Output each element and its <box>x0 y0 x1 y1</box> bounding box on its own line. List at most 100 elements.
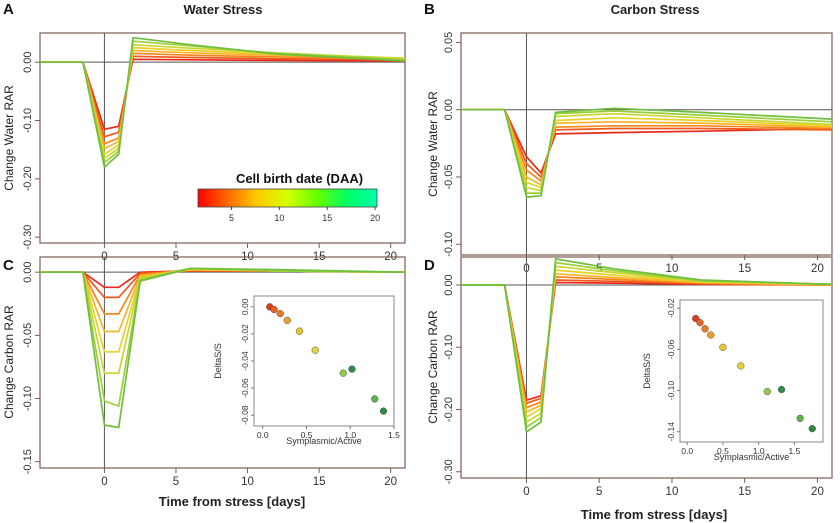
panel-letter: D <box>424 257 435 274</box>
y-tick-label: -0.05 <box>22 323 34 348</box>
y-tick-label: 0.00 <box>22 261 34 282</box>
y-tick-label: -0.30 <box>443 459 455 484</box>
y-tick-label: -0.15 <box>22 449 34 474</box>
y-tick-label: 0.00 <box>22 51 34 72</box>
inset-point <box>371 395 379 403</box>
colorbar-title: Cell birth date (DAA) <box>236 171 363 186</box>
colorbar-tick-label: 20 <box>370 213 380 223</box>
x-tick-label: 15 <box>738 263 751 275</box>
shared-x-axis-label-right: Time from stress [days] <box>581 507 727 522</box>
inset-point <box>719 343 727 351</box>
colorbar-tick-label: 10 <box>274 213 284 223</box>
panel-a: 0.00-0.10-0.20-0.3005101520AWater Stress… <box>2 1 406 263</box>
inset-point <box>295 327 304 335</box>
inset-point <box>701 325 709 333</box>
inset-point <box>348 365 356 373</box>
x-tick-label: 20 <box>811 263 824 275</box>
inset-x-tick-label: 1.0 <box>753 446 765 456</box>
plot-frame <box>460 32 833 256</box>
inset-y-tick-label: -0.14 <box>666 422 676 442</box>
y-axis-label: Change Carbon RAR <box>426 310 440 424</box>
y-tick-label: -0.10 <box>443 335 455 360</box>
inset-y-tick-label: -0.10 <box>666 381 676 401</box>
inset-point <box>777 385 786 394</box>
inset-y-tick-label: -0.04 <box>240 351 250 371</box>
inset-point <box>808 424 816 433</box>
y-tick-label: -0.10 <box>22 108 34 133</box>
inset-x-label: Symplasmic/Active <box>714 452 790 462</box>
y-tick-label: 0.05 <box>443 32 455 53</box>
panel-letter: A <box>3 1 14 18</box>
plot-frame <box>39 256 406 469</box>
x-tick-label: 5 <box>173 476 179 488</box>
series-line <box>461 258 833 433</box>
colorbar-tick-label: 5 <box>229 213 234 223</box>
y-axis-label: Change Water RAR <box>426 91 440 197</box>
x-tick-label: 10 <box>666 486 679 498</box>
y-axis-label: Change Carbon RAR <box>2 305 16 419</box>
inset-x-tick-label: 0.0 <box>257 430 269 440</box>
inset-point <box>796 414 804 422</box>
inset-x-tick-label: 1.0 <box>344 430 356 440</box>
inset-point <box>707 331 715 339</box>
colorbar-ramp <box>197 188 378 208</box>
series-line <box>40 36 406 169</box>
colorbar-tick-label: 15 <box>322 213 332 223</box>
inset-y-label: DeltaS/S <box>213 343 223 379</box>
colorbar: Cell birth date (DAA) 5 10 15 20 <box>197 171 380 223</box>
inset-point <box>696 318 704 327</box>
inset-y-tick-label: 0.00 <box>240 298 250 315</box>
inset-x-tick-label: 0.5 <box>301 430 313 440</box>
inset-x-tick-label: 1.5 <box>388 430 400 440</box>
x-tick-label: 20 <box>811 486 824 498</box>
y-tick-label: -0.10 <box>22 386 34 411</box>
inset-point <box>311 346 319 354</box>
inset-point <box>379 407 388 415</box>
inset-y-label: DeltaS/S <box>642 353 652 389</box>
plot-frame <box>39 32 406 244</box>
inset-point <box>276 309 284 318</box>
inset-y-tick-label: -0.08 <box>240 405 250 425</box>
inset-x-tick-label: 0.5 <box>717 446 729 456</box>
inset-point <box>339 369 347 377</box>
inset-y-tick-label: -0.02 <box>240 324 250 344</box>
inset-x-tick-label: 0.0 <box>681 446 693 456</box>
inset-x-label: Symplasmic/Active <box>286 436 362 446</box>
x-tick-label: 10 <box>241 476 254 488</box>
inset-scatter: -0.02 -0.06 -0.10 -0.14 0.0 0.5 1.0 1.5Symplasm… <box>642 298 824 462</box>
y-tick-label: 0.00 <box>443 274 455 295</box>
inset-y-tick-label: -0.06 <box>240 378 250 398</box>
inset-scatter: 0.00 -0.02 -0.04 -0.06 -0.08 0.0 0.5 1.0 1.5 Symp… <box>213 295 400 446</box>
shared-x-axis-label-left: Time from stress [days] <box>159 494 305 509</box>
inset-frame <box>253 295 395 427</box>
panel-b: 0.050.00-0.05-0.1005101520BCarbon Stress… <box>424 1 833 275</box>
y-tick-label: -0.05 <box>443 164 455 189</box>
y-tick-label: 0.00 <box>443 99 455 120</box>
panel-title: Water Stress <box>184 2 263 17</box>
x-tick-label: 10 <box>666 263 679 275</box>
inset-point <box>737 362 745 370</box>
y-tick-label: -0.20 <box>22 166 34 191</box>
panel-letter: B <box>424 1 435 18</box>
inset-point <box>270 305 278 314</box>
y-axis-label: Change Water RAR <box>2 85 16 191</box>
panel-d: 0.00 -0.10 -0.20 -0.30 0 5 10 15 20 D Change Carbo… <box>424 256 833 498</box>
panel-letter: C <box>3 257 14 274</box>
panel-title: Carbon Stress <box>611 2 700 17</box>
inset-y-tick-label: -0.06 <box>666 339 676 359</box>
inset-point <box>763 387 771 396</box>
y-tick-label: -0.20 <box>443 397 455 422</box>
inset-y-tick-label: -0.02 <box>666 298 676 318</box>
x-tick-label: 5 <box>596 486 602 498</box>
x-tick-label: 15 <box>313 476 326 488</box>
x-tick-label: 20 <box>384 476 397 488</box>
x-tick-label: 15 <box>738 486 751 498</box>
y-tick-label: -0.30 <box>22 225 34 250</box>
series-line <box>461 107 833 198</box>
inset-point <box>283 316 291 325</box>
panel-c: 0.00 -0.05 -0.10 -0.15 0 5 10 15 20 C Change Carbo… <box>2 256 406 488</box>
y-tick-label: -0.10 <box>443 232 455 257</box>
inset-x-tick-label: 1.5 <box>788 446 800 456</box>
